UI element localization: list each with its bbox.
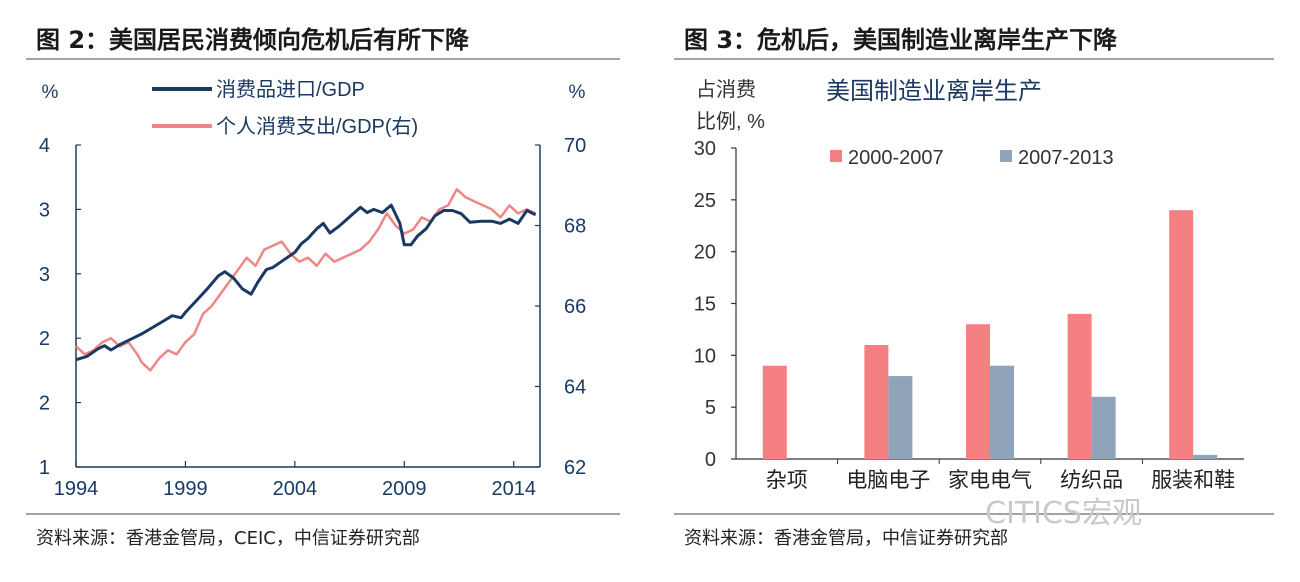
legend-label-consumption: 个人消费支出/GDP(右): [216, 115, 418, 138]
left-y-tick-label: 3: [39, 199, 50, 221]
series-line-imports: [75, 203, 537, 362]
bar-2000-2007-服装和鞋: [1169, 210, 1194, 459]
left-y-tick-label: 1: [39, 457, 50, 479]
left-y-tick-label: 2: [39, 393, 50, 415]
legend-label-2000-2007: 2000-2007: [848, 147, 944, 169]
x-tick-label: 2014: [491, 478, 536, 500]
x-tick-label: 2004: [273, 478, 318, 500]
left-axis-unit: %: [42, 82, 59, 103]
bar-2000-2007-电脑电子: [864, 344, 889, 459]
bar-category-label: 纺织品: [1060, 469, 1123, 492]
left-source-rule: [26, 513, 620, 515]
bar-category-label: 电脑电子: [846, 469, 930, 492]
bar-category-label: 服装和鞋: [1151, 469, 1235, 492]
x-tick-label: 2009: [382, 478, 427, 500]
right-y-tick-label: 64: [564, 377, 586, 399]
bar-2000-2007-纺织品: [1067, 313, 1092, 459]
bar-y-tick-label: 25: [694, 190, 716, 212]
bar-2000-2007-家电电气: [966, 324, 990, 459]
x-tick-label: 1999: [163, 478, 208, 500]
bar-y-tick-label: 20: [694, 242, 716, 264]
bar-y-tick-label: 30: [694, 138, 716, 160]
bar-category-label: 杂项: [766, 469, 808, 492]
y-axis-label-line2: 比例, %: [696, 110, 765, 133]
bar-y-tick-label: 15: [694, 294, 716, 316]
bar-y-tick-label: 10: [694, 345, 716, 367]
bar-chart-inner-title: 美国制造业离岸生产: [826, 78, 1042, 105]
left-y-tick-label: 3: [39, 264, 50, 286]
series-line-consumption: [75, 188, 537, 372]
left-y-tick-label: 4: [39, 135, 50, 157]
right-axis-unit: %: [569, 82, 586, 103]
right-y-tick-label: 62: [564, 457, 586, 479]
right-title-rule: [674, 58, 1274, 60]
left-chart-ticks: 1 2 2 3 3 4 62 64 66 68 70 1994 1999 2004 2009 2014: [39, 135, 586, 500]
left-chart-title: 图 2：美国居民消费倾向危机后有所下降: [36, 26, 470, 54]
left-y-tick-label: 2: [39, 328, 50, 350]
bar-y-tick-label: 5: [705, 397, 716, 419]
legend-label-2007-2013: 2007-2013: [1018, 147, 1114, 169]
right-y-tick-label: 70: [564, 135, 586, 157]
bar-category-label: 家电电气: [948, 469, 1032, 492]
bar-2007-2013-家电电气: [990, 365, 1014, 459]
bar-2007-2013-服装和鞋: [1193, 454, 1218, 459]
legend-label-imports: 消费品进口/GDP: [216, 78, 365, 101]
y-axis-label-line1: 占消费: [696, 78, 756, 101]
right-chart-title: 图 3：危机后，美国制造业离岸生产下降: [684, 26, 1118, 54]
x-tick-label: 1994: [54, 478, 99, 500]
legend-swatch-2000-2007: [830, 150, 842, 162]
bar-2000-2007-杂项: [762, 365, 787, 459]
bar-2007-2013-纺织品: [1091, 396, 1116, 459]
right-y-tick-label: 66: [564, 296, 586, 318]
watermark-text: CITICS宏观: [985, 496, 1142, 531]
left-title-rule: [26, 58, 620, 60]
left-source-note: 资料来源：香港金管局，CEIC，中信证券研究部: [36, 528, 420, 549]
bar-chart-bars: [762, 210, 1218, 459]
bar-y-tick-label: 0: [705, 449, 716, 471]
left-chart-lines: [75, 188, 537, 372]
bar-2007-2013-电脑电子: [888, 376, 913, 459]
right-y-tick-label: 68: [564, 216, 586, 238]
right-source-rule: [674, 513, 1274, 515]
legend-swatch-2007-2013: [1000, 150, 1012, 162]
bar-chart-ticks: 0 5 10 15 20 25 30 杂项 电脑电子 家电电气 纺织品 服装和鞋: [694, 138, 1235, 492]
right-source-note: 资料来源：香港金管局，中信证券研究部: [684, 528, 1008, 549]
